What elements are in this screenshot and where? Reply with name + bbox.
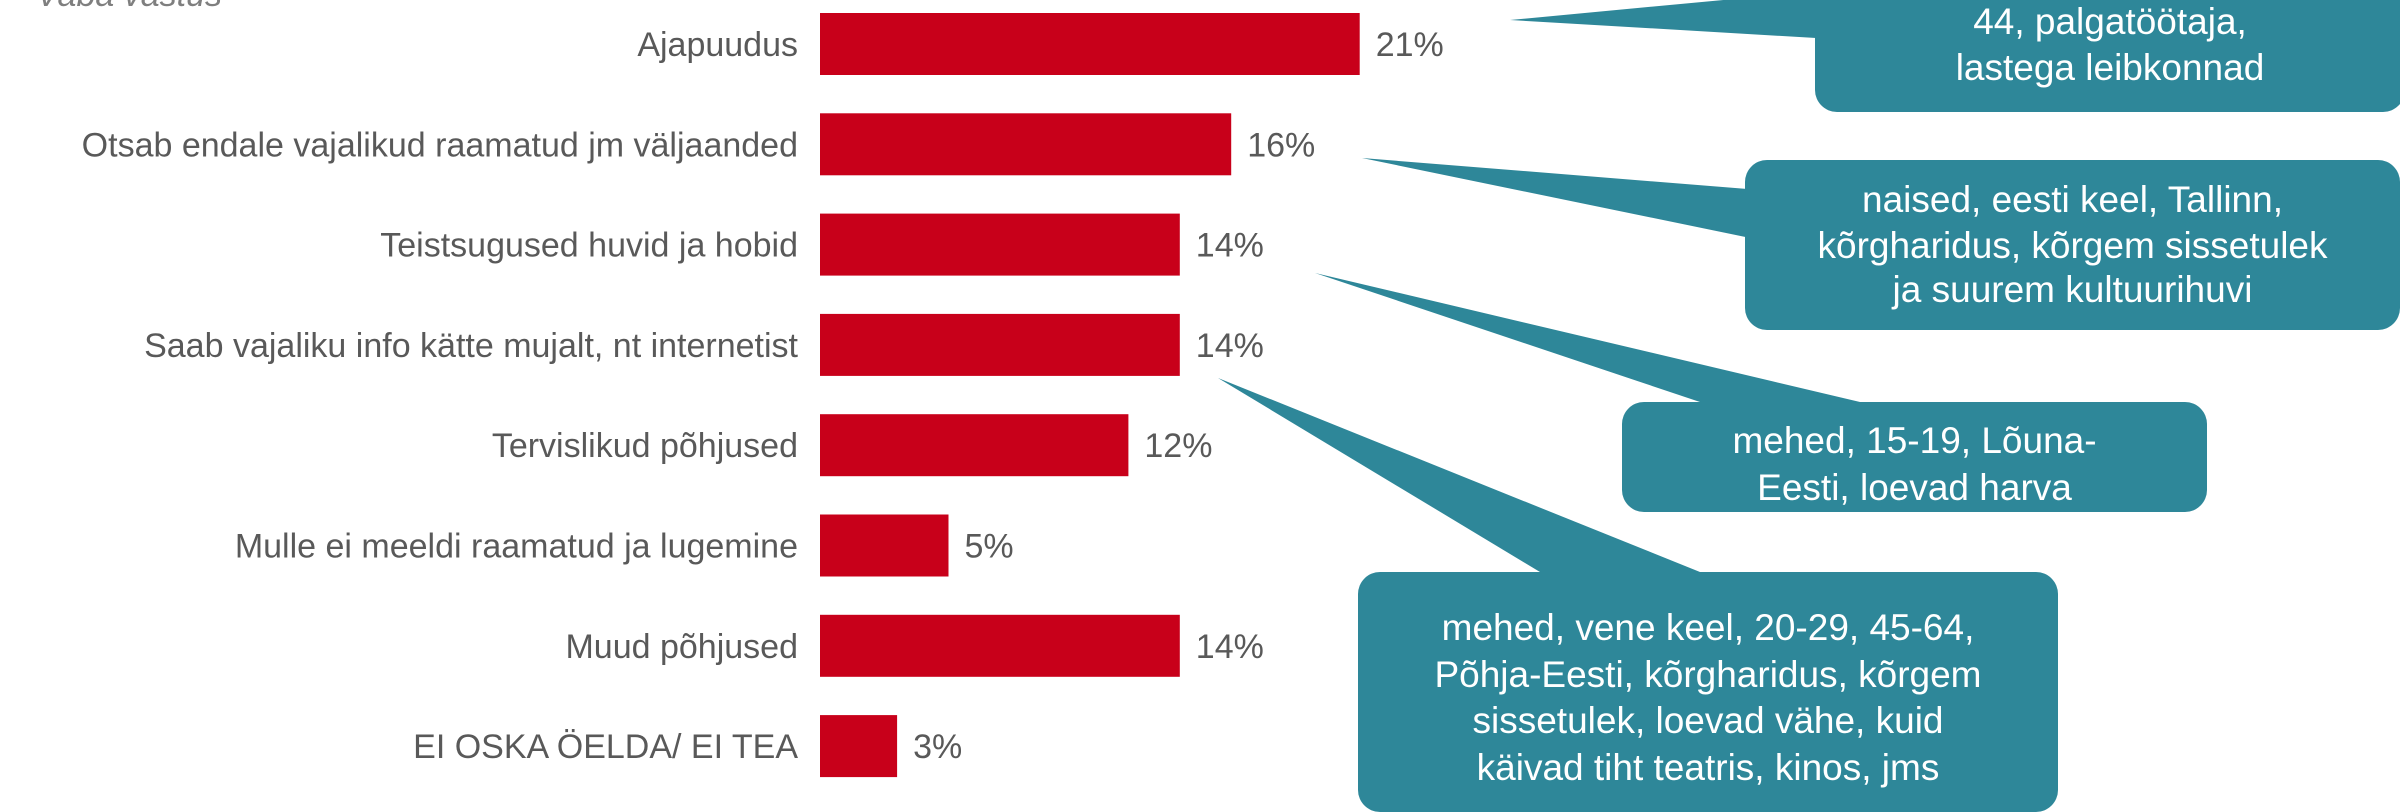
category-label: Mulle ei meeldi raamatud ja lugemine [235,528,798,566]
callout-text-line: sissetulek, loevad vähe, kuid [1473,700,1944,741]
callout-box [1358,572,2058,812]
bar [820,414,1129,477]
callout: naised, eesti keel, Tallinn, kõrgharidus,… [1362,158,2400,330]
value-label: 21% [1376,26,1444,64]
value-label: 3% [913,728,962,766]
callout-text-line: naised, eesti keel, Tallinn, [1862,179,2283,220]
bars-layer: Ajapuudus 21% Otsab endale vajalikud raama… [82,13,1444,778]
callout-pointer [1510,0,1850,40]
category-label: Ajapuudus [637,26,798,64]
callout-box [1815,0,2400,112]
bar [820,113,1232,176]
value-label: 16% [1247,126,1315,164]
callout-text-line: mehed, 15-19, Lõuna- [1732,420,2096,461]
callout-text-line: käivad tiht teatris, kinos, jms [1477,747,1940,788]
callout-text-line: lastega leibkonnad [1956,47,2265,88]
value-label: 12% [1144,427,1212,465]
note-label: Vaba vastus [36,0,222,14]
callout-pointer [1218,378,1700,572]
bar [820,213,1180,276]
value-label: 5% [965,528,1014,566]
callout-text-line: ja suurem kultuurihuvi [1892,269,2253,310]
callout-text-line: Põhja-Eesti, kõrgharidus, kõrgem [1434,654,1981,695]
callout-text-line: Eesti, loevad harva [1757,467,2072,508]
category-label: Saab vajaliku info kätte mujalt, nt inte… [144,327,798,365]
callout-box [1745,160,2400,330]
callout-text-line: mehed, vene keel, 20-29, 45-64, [1442,607,1975,648]
bar [820,514,949,577]
bar [820,715,898,778]
value-label: 14% [1196,327,1264,365]
callout: 44, palgatöötaja, lastega leibkonnad [1510,0,2400,112]
bar [820,13,1360,75]
value-label: 14% [1196,628,1264,666]
category-label: Otsab endale vajalikud raamatud jm välja… [82,126,798,164]
callouts-layer: 44, palgatöötaja, lastega leibkonnad naise… [1218,0,2400,812]
callout-box [1622,402,2207,512]
callout: mehed, vene keel, 20-29, 45-64, Põhja-Ees… [1218,378,2058,812]
category-label: EI OSKA ÖELDA/ EI TEA [413,728,798,766]
callout-pointer [1362,158,1760,240]
category-label: Tervislikud põhjused [492,427,798,465]
category-label: Teistsugused huvid ja hobid [380,227,798,265]
callout-text-line: 44, palgatöötaja, [1973,1,2247,42]
callout: mehed, 15-19, Lõuna- Eesti, loevad harva [1315,273,2207,512]
callout-pointer [1315,273,1860,402]
category-label: Muud põhjused [565,628,798,666]
callout-text-line: kõrgharidus, kõrgem sissetulek [1818,225,2328,266]
bar [820,313,1180,376]
bar [820,614,1180,677]
value-label: 14% [1196,227,1264,265]
